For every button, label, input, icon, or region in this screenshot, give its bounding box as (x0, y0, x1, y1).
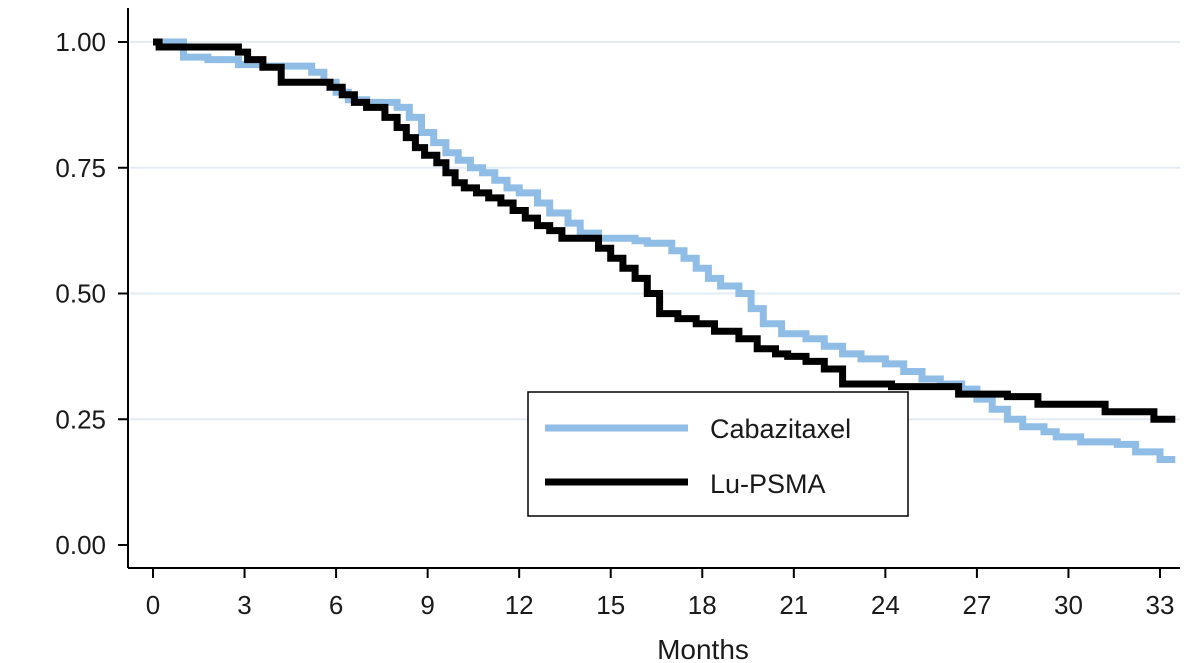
x-axis-title: Months (657, 634, 749, 663)
legend-label-lu-psma: Lu-PSMA (710, 469, 826, 499)
x-tick-label: 3 (237, 590, 251, 620)
axes (127, 8, 1180, 569)
y-tick-label: 1.00 (55, 27, 106, 57)
y-tick-label: 0.75 (55, 153, 106, 183)
x-tick-label: 18 (688, 590, 717, 620)
y-tick-label: 0.25 (55, 404, 106, 434)
legend-label-cabazitaxel: Cabazitaxel (710, 414, 851, 444)
x-tick-label: 15 (596, 590, 625, 620)
x-tick-label: 21 (779, 590, 808, 620)
gridlines (130, 41, 1180, 421)
x-tick-label: 6 (329, 590, 343, 620)
x-tick-label: 24 (871, 590, 900, 620)
x-tick-label: 12 (505, 590, 534, 620)
x-tick-label: 9 (420, 590, 434, 620)
series-line-lu-psma (153, 38, 1176, 423)
x-tick-label: 0 (146, 590, 160, 620)
y-tick-label: 0.00 (55, 530, 106, 560)
ticks: 0.00 0.25 0.50 0.75 1.00 0 3 6 9 12 15 18 21 24 27 30 33 (55, 27, 1174, 620)
y-tick-label: 0.50 (55, 279, 106, 309)
legend-box (527, 391, 909, 517)
x-tick-label: 30 (1054, 590, 1083, 620)
x-tick-label: 33 (1146, 590, 1175, 620)
series (153, 38, 1176, 463)
x-tick-label: 27 (962, 590, 991, 620)
legend: Cabazitaxel Lu-PSMA (527, 391, 909, 517)
series-line-cabazitaxel (153, 38, 1176, 463)
